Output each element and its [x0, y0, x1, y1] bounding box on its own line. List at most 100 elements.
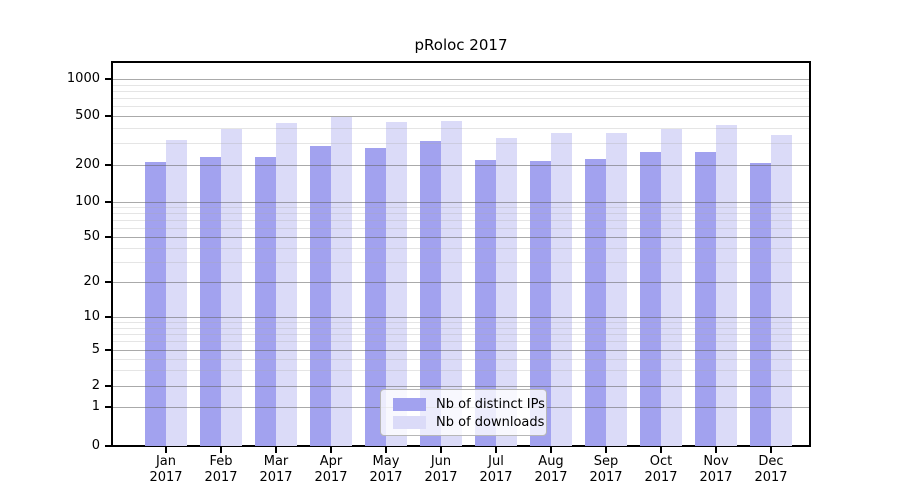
- y-tick-label: 2: [91, 378, 100, 393]
- x-tick-label: Jun 2017: [413, 454, 469, 486]
- y-tick-label: 200: [75, 157, 100, 172]
- legend-swatch-distinct-ips: [393, 397, 426, 411]
- bar-distinct-ips-mar: [255, 157, 276, 446]
- x-tick-label: Apr 2017: [303, 454, 359, 486]
- x-tick-label: Sep 2017: [578, 454, 634, 486]
- y-tick: [105, 406, 111, 408]
- x-tick-label: Oct 2017: [633, 454, 689, 486]
- minor-gridline: [113, 370, 809, 371]
- legend-label-distinct-ips: Nb of distinct IPs: [436, 396, 545, 412]
- minor-gridline: [113, 128, 809, 129]
- legend-label-downloads: Nb of downloads: [436, 414, 545, 430]
- x-tick-label-year: 2017: [534, 470, 568, 485]
- minor-gridline: [113, 207, 809, 208]
- y-tick: [105, 385, 111, 387]
- bar-distinct-ips-jul: [475, 160, 496, 446]
- x-tick: [385, 447, 387, 453]
- y-tick: [105, 236, 111, 238]
- x-tick: [605, 447, 607, 453]
- y-tick: [105, 349, 111, 351]
- x-tick-label-year: 2017: [754, 470, 788, 485]
- x-tick-label: Aug 2017: [523, 454, 579, 486]
- x-tick-label-year: 2017: [424, 470, 458, 485]
- x-tick-label: May 2017: [358, 454, 414, 486]
- minor-gridline: [113, 228, 809, 229]
- bar-distinct-ips-aug: [530, 161, 551, 446]
- x-tick: [330, 447, 332, 453]
- y-tick: [105, 164, 111, 166]
- x-tick-label-year: 2017: [644, 470, 678, 485]
- minor-gridline: [113, 91, 809, 92]
- x-tick: [770, 447, 772, 453]
- bar-downloads-jul: [496, 138, 517, 446]
- legend-item-downloads: Nb of downloads: [393, 413, 546, 431]
- major-gridline: [113, 202, 809, 203]
- minor-gridline: [113, 220, 809, 221]
- bar-downloads-sep: [606, 132, 627, 446]
- bar-distinct-ips-apr: [310, 146, 331, 446]
- x-tick: [550, 447, 552, 453]
- minor-gridline: [113, 328, 809, 329]
- minor-gridline: [113, 334, 809, 335]
- bar-distinct-ips-jun: [420, 141, 441, 446]
- bar-distinct-ips-jan: [145, 161, 166, 446]
- minor-gridline: [113, 143, 809, 144]
- minor-gridline: [113, 341, 809, 342]
- major-gridline: [113, 282, 809, 283]
- bar-distinct-ips-may: [365, 147, 386, 446]
- y-tick-label: 500: [75, 108, 100, 123]
- bar-distinct-ips-feb: [200, 157, 221, 446]
- bar-downloads-nov: [716, 124, 737, 446]
- x-tick: [275, 447, 277, 453]
- y-tick: [105, 281, 111, 283]
- y-tick: [105, 316, 111, 318]
- legend-item-distinct-ips: Nb of distinct IPs: [393, 395, 546, 413]
- major-gridline: [113, 317, 809, 318]
- legend: Nb of distinct IPs Nb of downloads: [380, 389, 547, 436]
- x-tick: [495, 447, 497, 453]
- bar-downloads-apr: [331, 117, 352, 446]
- major-gridline: [113, 350, 809, 351]
- bar-downloads-dec: [771, 134, 792, 446]
- y-tick: [105, 201, 111, 203]
- y-tick-label: 50: [83, 229, 100, 244]
- bar-distinct-ips-dec: [750, 163, 771, 446]
- y-tick-label: 1000: [66, 71, 100, 86]
- x-tick-label-year: 2017: [589, 470, 623, 485]
- minor-gridline: [113, 98, 809, 99]
- minor-gridline: [113, 248, 809, 249]
- y-tick: [105, 115, 111, 117]
- major-gridline: [113, 116, 809, 117]
- x-tick-label: Mar 2017: [248, 454, 304, 486]
- bar-distinct-ips-nov: [695, 151, 716, 446]
- y-tick-label: 5: [91, 342, 100, 357]
- x-tick-label: Jul 2017: [468, 454, 524, 486]
- bar-downloads-oct: [661, 129, 682, 446]
- bar-downloads-feb: [221, 129, 242, 446]
- minor-gridline: [113, 359, 809, 360]
- x-tick-label-year: 2017: [314, 470, 348, 485]
- y-tick-label: 20: [83, 274, 100, 289]
- major-gridline: [113, 237, 809, 238]
- minor-gridline: [113, 85, 809, 86]
- x-tick: [220, 447, 222, 453]
- chart-title: pRoloc 2017: [414, 36, 508, 54]
- bar-downloads-aug: [551, 132, 572, 446]
- x-tick-label-year: 2017: [699, 470, 733, 485]
- x-tick: [660, 447, 662, 453]
- x-tick-label-year: 2017: [369, 470, 403, 485]
- y-tick: [105, 78, 111, 80]
- minor-gridline: [113, 322, 809, 323]
- x-tick-label: Nov 2017: [688, 454, 744, 486]
- x-tick-label: Jan 2017: [138, 454, 194, 486]
- y-tick-label: 1: [91, 399, 100, 414]
- major-gridline: [113, 386, 809, 387]
- plot-area: [111, 61, 811, 447]
- major-gridline: [113, 165, 809, 166]
- y-tick: [105, 445, 111, 447]
- x-tick: [715, 447, 717, 453]
- x-tick-label: Feb 2017: [193, 454, 249, 486]
- bar-downloads-mar: [276, 123, 297, 446]
- bar-distinct-ips-sep: [585, 159, 606, 446]
- x-tick: [440, 447, 442, 453]
